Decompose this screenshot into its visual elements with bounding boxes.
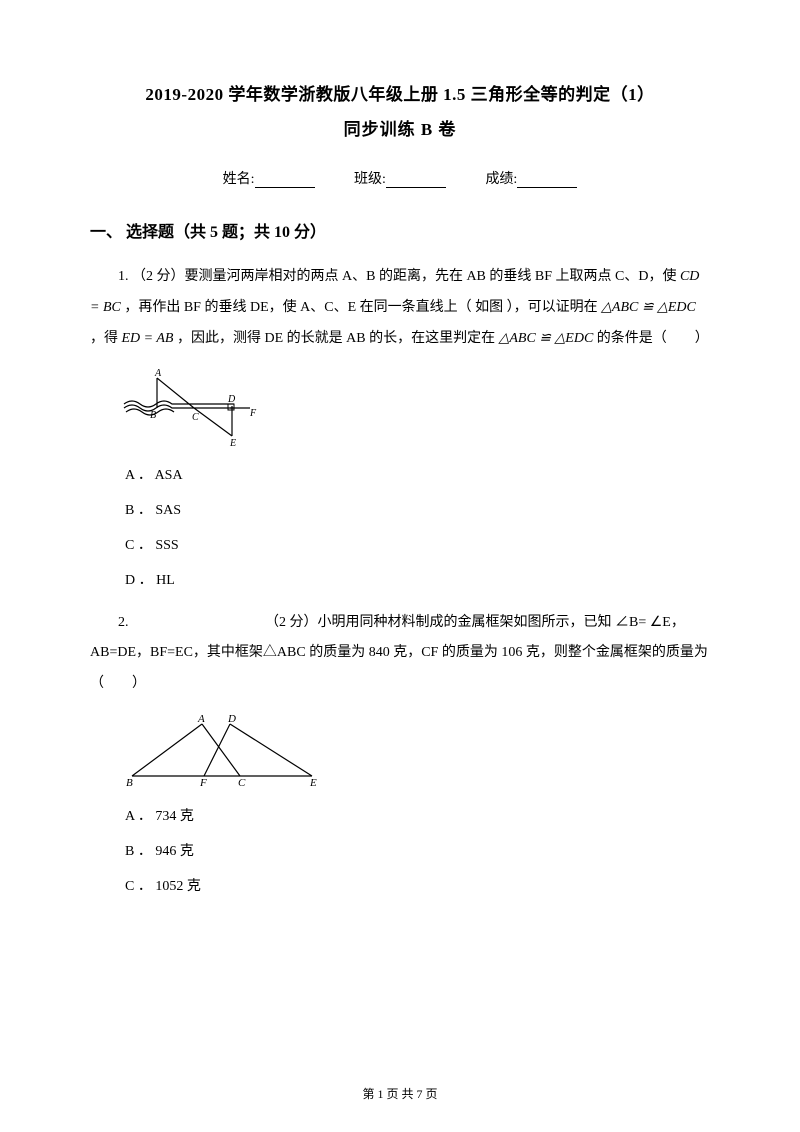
q1-option-c: C ． SSS bbox=[125, 538, 710, 555]
q2-options: A ． 734 克 B ． 946 克 C ． 1052 克 bbox=[90, 809, 710, 895]
class-blank bbox=[386, 174, 446, 188]
q1-text-a: 要测量河两岸相对的两点 A、B 的距离，先在 AB 的垂线 BF 上取两点 C、… bbox=[185, 269, 680, 284]
q1-formula-2: △ABC ≌ △EDC bbox=[601, 300, 696, 315]
svg-text:C: C bbox=[238, 777, 246, 789]
student-info-row: 姓名: 班级: 成绩: bbox=[90, 168, 710, 188]
svg-text:F: F bbox=[249, 408, 257, 419]
svg-text:A: A bbox=[197, 714, 205, 725]
title-line-2: 同步训练 B 卷 bbox=[90, 115, 710, 140]
title-line-1: 2019-2020 学年数学浙教版八年级上册 1.5 三角形全等的判定（1） bbox=[90, 80, 710, 105]
q2-number: 2. bbox=[118, 608, 188, 639]
name-blank bbox=[255, 174, 315, 188]
q2-option-b: B ． 946 克 bbox=[125, 844, 710, 861]
q2-figure: A D B F C E bbox=[122, 714, 710, 789]
q1-options: A ． ASA B ． SAS C ． SSS D ． HL bbox=[90, 468, 710, 589]
svg-text:D: D bbox=[227, 394, 236, 405]
question-2: 2. （2 分）小明用同种材料制成的金属框架如图所示，已知 ∠B= ∠E，AB=… bbox=[90, 608, 710, 700]
q1-points: （2 分） bbox=[132, 269, 185, 284]
q1-option-a: A ． ASA bbox=[125, 468, 710, 485]
score-blank bbox=[517, 174, 577, 188]
svg-text:E: E bbox=[309, 777, 317, 789]
svg-text:D: D bbox=[227, 714, 236, 725]
q2-option-a: A ． 734 克 bbox=[125, 809, 710, 826]
q1-formula-3: ED = AB bbox=[122, 331, 174, 346]
svg-text:B: B bbox=[150, 410, 156, 421]
svg-text:E: E bbox=[229, 438, 236, 448]
q1-option-d: D ． HL bbox=[125, 573, 710, 590]
svg-text:A: A bbox=[154, 368, 162, 379]
q1-figure: A B C D E F bbox=[122, 368, 710, 448]
q1-text-e: 的条件是（ ） bbox=[593, 331, 709, 346]
q2-option-c: C ． 1052 克 bbox=[125, 879, 710, 896]
class-label: 班级: bbox=[354, 172, 386, 187]
q1-formula-4: △ABC ≌ △EDC bbox=[499, 331, 594, 346]
page-footer: 第 1 页 共 7 页 bbox=[0, 1085, 800, 1102]
q1-text-d: ，因此，测得 DE 的长就是 AB 的长，在这里判定在 bbox=[173, 331, 498, 346]
question-1: 1. （2 分）要测量河两岸相对的两点 A、B 的距离，先在 AB 的垂线 BF… bbox=[90, 262, 710, 354]
q1-text-b: ，再作出 BF 的垂线 DE，使 A、C、E 在同一条直线上（ 如图 ），可以证… bbox=[121, 300, 601, 315]
svg-text:B: B bbox=[126, 777, 133, 789]
name-label: 姓名: bbox=[223, 172, 255, 187]
q1-text-c: ，得 bbox=[90, 331, 122, 346]
q1-option-b: B ． SAS bbox=[125, 503, 710, 520]
svg-text:C: C bbox=[192, 412, 199, 423]
q2-points: （2 分） bbox=[265, 615, 318, 630]
section-header: 一、 选择题（共 5 题；共 10 分） bbox=[90, 218, 710, 242]
score-label: 成绩: bbox=[485, 172, 517, 187]
q1-number: 1. bbox=[118, 269, 129, 284]
svg-text:F: F bbox=[199, 777, 207, 789]
